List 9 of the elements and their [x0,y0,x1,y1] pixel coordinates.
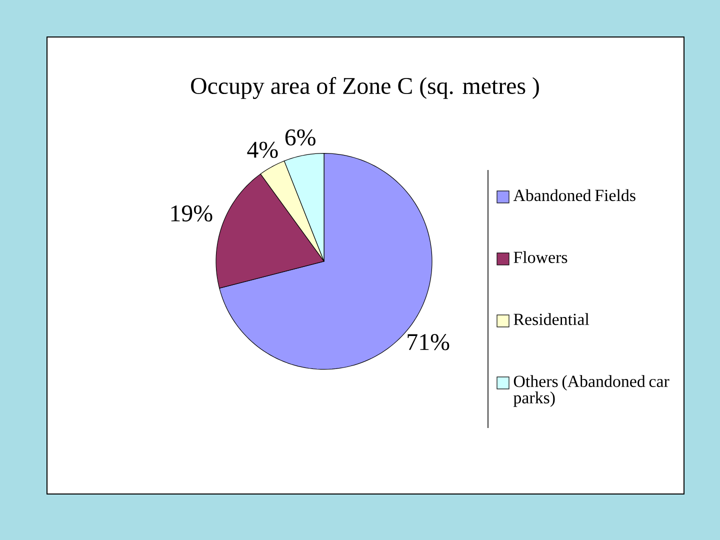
data-label: 6% [285,129,316,146]
legend-label: Others (Abandoned car parks) [513,375,670,407]
legend-label: Residential [514,313,590,326]
legend-label: Flowers [514,251,568,264]
legend-label: Abandoned Fields [513,189,636,202]
data-label: 71% [408,334,450,350]
chart-title: Occupy area of Zone C (sq. metres ) [191,77,539,99]
data-label: 19% [171,205,212,222]
data-label: 4% [247,142,278,158]
